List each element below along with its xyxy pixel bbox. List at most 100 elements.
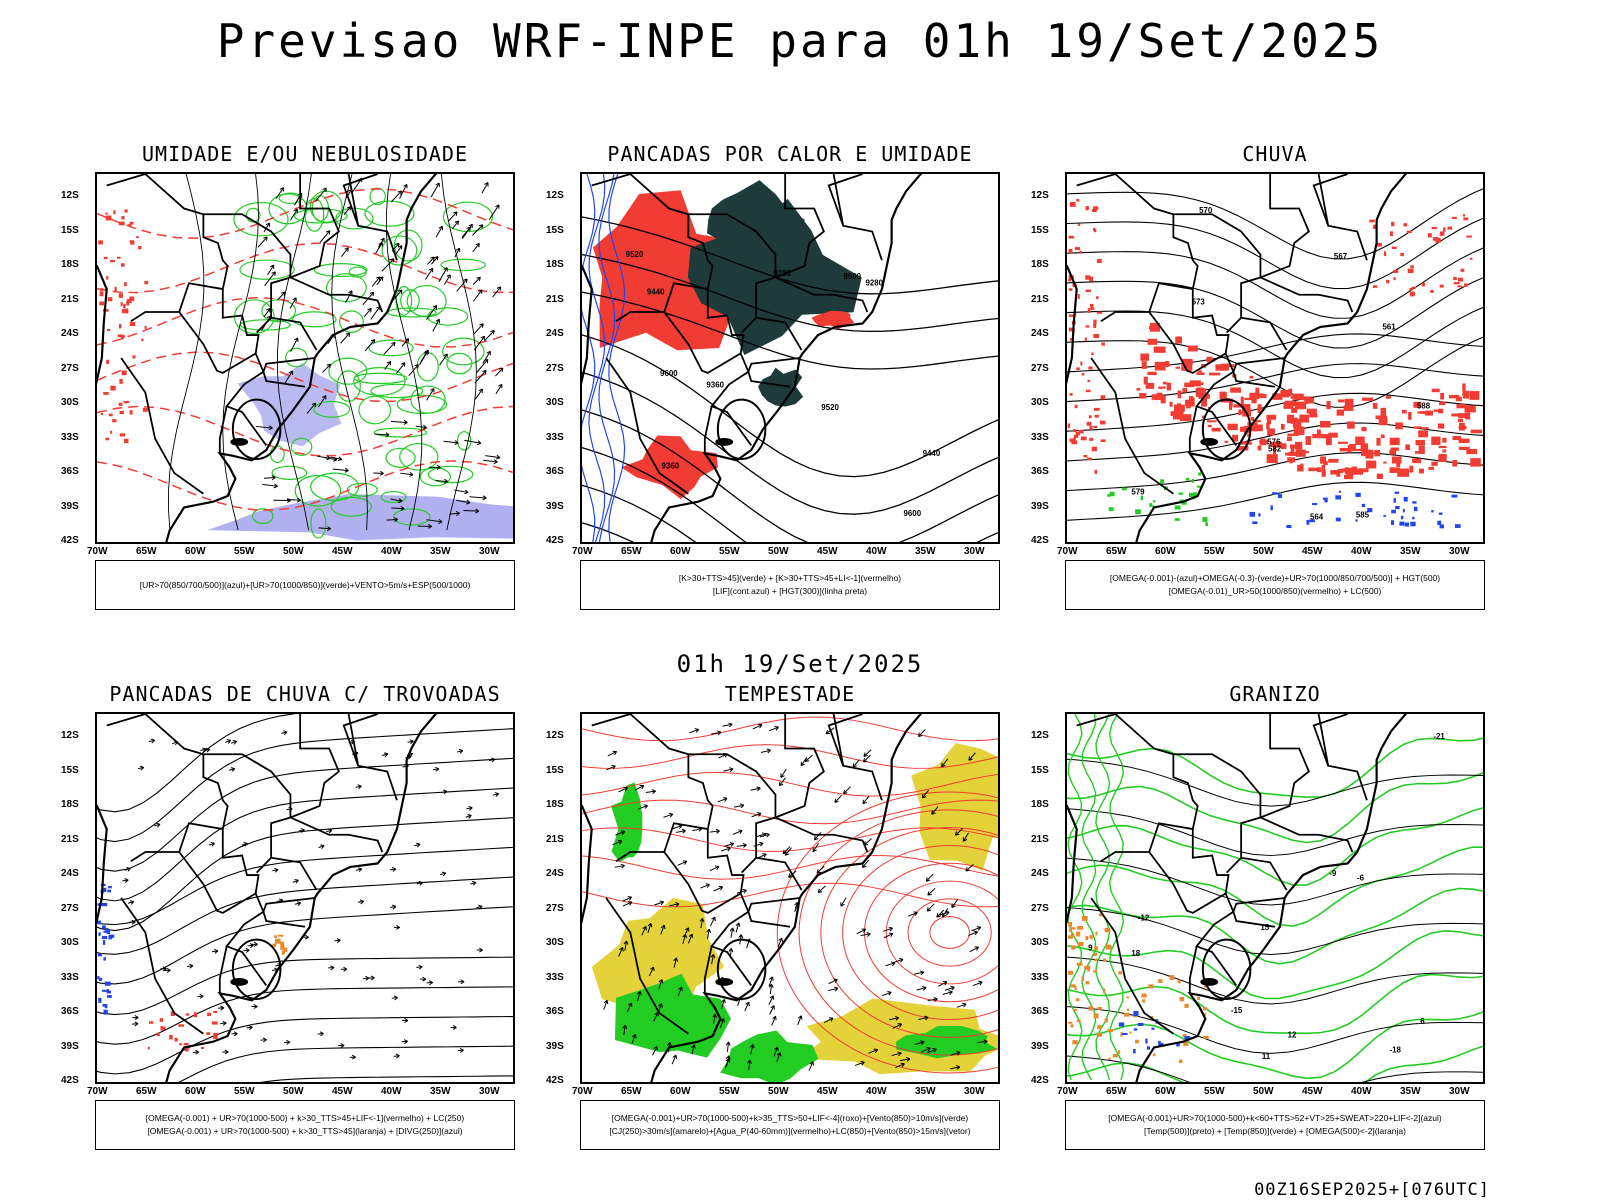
lon-tick-label: 70W	[572, 1086, 593, 1097]
legend-box: [OMEGA(-0.001)+UR>70(1000-500)+k>35_TTS>…	[580, 1100, 1000, 1150]
omega500-orange-area	[1084, 966, 1091, 970]
flow-arrow-head	[195, 1049, 200, 1055]
wind-vector-850-head	[729, 927, 735, 932]
rain-area	[1247, 433, 1251, 437]
rain-area	[1251, 398, 1257, 404]
wind-vector-850-head	[681, 828, 686, 834]
flow-arrow	[211, 950, 219, 953]
flow-arrow-head	[129, 900, 135, 905]
rain-area	[1067, 423, 1071, 429]
lon-tick-label: 45W	[817, 1086, 838, 1097]
wind-vector-850	[941, 758, 949, 768]
omega500-orange-area	[1107, 1029, 1114, 1032]
rain-area	[1431, 461, 1438, 466]
wind-vector-850	[800, 757, 808, 767]
map-canvas: 9600960095209520944094409360936092809280…	[582, 174, 998, 542]
rain-area	[1328, 432, 1338, 438]
wind-vector	[399, 184, 408, 199]
lat-tick-label: 12S	[546, 190, 564, 201]
wind-vector-850	[663, 813, 673, 818]
temp500-contour	[1067, 758, 1483, 807]
thickness-label-cluster	[130, 241, 135, 245]
lat-tick-label: 21S	[1031, 293, 1049, 305]
omega500-orange-area	[1197, 996, 1201, 1000]
temp850-contour	[1067, 714, 1083, 1081]
rain-area	[1319, 421, 1331, 428]
wind-vector-850	[955, 828, 963, 836]
omega-blue-area	[1324, 497, 1328, 503]
lon-tick-label: 70W	[1057, 1086, 1078, 1097]
contour-label: 9520	[626, 250, 644, 259]
omega500-orange-area	[1178, 1059, 1183, 1064]
wind-vector-850-head	[861, 928, 866, 933]
rain-area	[1376, 437, 1381, 446]
lake	[715, 977, 734, 986]
thickness-contour	[97, 460, 513, 511]
country-border	[1195, 353, 1237, 446]
lon-tick-label: 50W	[283, 1086, 304, 1097]
thickness-label-cluster	[117, 256, 121, 259]
rain-area	[1465, 412, 1471, 420]
rain-area	[1433, 409, 1440, 412]
thunderstorm-red-area	[193, 1012, 198, 1018]
rain-area	[1322, 434, 1332, 439]
wind-vector-850	[750, 787, 761, 791]
lon-tick-label: 35W	[430, 1086, 451, 1097]
thickness-label-cluster	[105, 215, 112, 221]
wind-vector-head	[454, 220, 460, 226]
lat-tick-label: 27S	[61, 902, 79, 914]
rain-area	[1430, 290, 1434, 293]
humidity-upper-area	[207, 494, 513, 541]
wind-vector-850-head	[757, 723, 763, 729]
rain-area	[1420, 411, 1430, 414]
wind-vector-850	[753, 842, 764, 847]
wind-vector-850-head	[800, 761, 805, 767]
flow-arrow-head	[422, 976, 427, 982]
wind-vector-850	[615, 831, 625, 836]
map-canvas	[97, 174, 513, 542]
lon-tick-label: 60W	[185, 546, 206, 557]
country-border	[775, 276, 869, 313]
flow-arrow	[407, 740, 414, 743]
flow-arrow-head	[243, 842, 248, 847]
divergence-area	[102, 940, 106, 945]
lat-tick-label: 21S	[546, 293, 564, 305]
lon-tick-label: 45W	[332, 1086, 353, 1097]
contour-label: 573	[1192, 297, 1206, 306]
divergence-area	[106, 990, 111, 994]
omega-green-area	[1198, 472, 1202, 476]
lat-tick-label: 12S	[1031, 190, 1049, 201]
country-border	[1232, 357, 1285, 373]
lc850-contour	[863, 862, 998, 1003]
thickness-label-cluster	[126, 299, 132, 303]
lon-tick-label: 55W	[1204, 1086, 1225, 1097]
flow-arrow	[294, 902, 301, 905]
omega-blue-area	[1431, 510, 1434, 513]
wind-vector-850	[700, 918, 704, 929]
wind-vector-850	[751, 812, 762, 818]
rain-area	[1337, 441, 1348, 444]
contour-label: 12	[1288, 1030, 1297, 1039]
country-border	[1232, 911, 1276, 928]
wind-vector-850	[968, 752, 976, 761]
hail-blue-area	[1145, 1038, 1148, 1044]
wind-vector-850-head	[636, 991, 642, 996]
wind-vector-850-head	[774, 725, 779, 731]
wind-vector-850	[760, 749, 771, 753]
wind-vector-850	[863, 754, 871, 763]
contour-label: 6	[1420, 1017, 1425, 1026]
rain-area	[1321, 464, 1326, 473]
rain-area	[1452, 459, 1458, 467]
wind-vector-850	[614, 865, 625, 868]
humidity-lower-contour	[292, 311, 337, 328]
lon-tick-label: 35W	[430, 546, 451, 557]
lake	[230, 437, 249, 446]
wind-vector-850-head	[766, 748, 771, 754]
thickness-label-cluster	[98, 240, 103, 245]
wind-vector-850	[606, 765, 616, 771]
flow-arrow-head	[468, 805, 473, 811]
wind-vector-850-head	[894, 1015, 900, 1021]
wind-vector-head	[386, 361, 392, 366]
contour-label: 15	[1260, 923, 1269, 932]
wind-vector-850	[622, 896, 632, 902]
